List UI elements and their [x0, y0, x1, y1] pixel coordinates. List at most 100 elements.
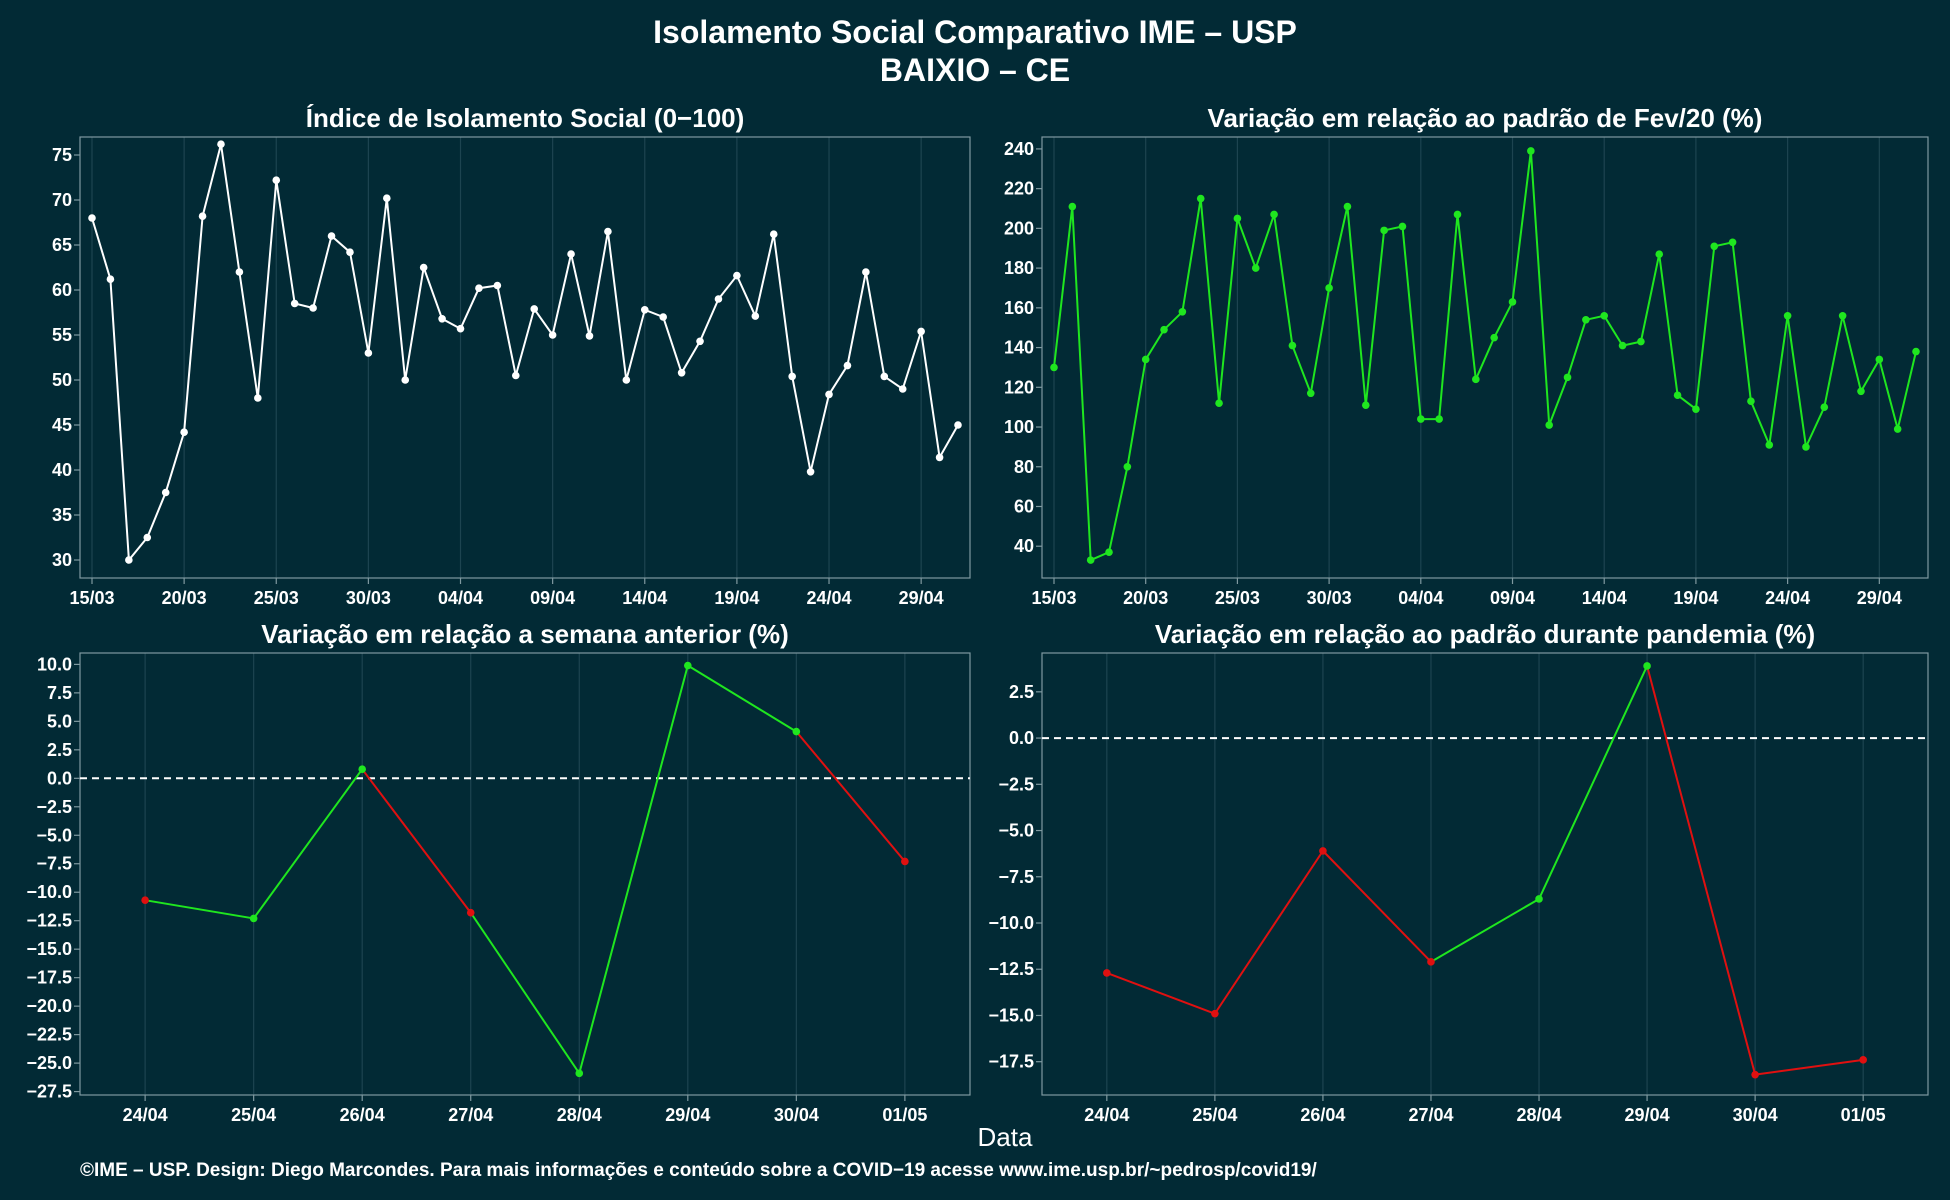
data-point — [1875, 355, 1884, 364]
data-point — [1802, 443, 1810, 451]
data-point — [249, 914, 258, 923]
data-point — [769, 230, 778, 238]
data-point — [1637, 337, 1645, 346]
data-point — [1751, 1070, 1759, 1079]
x-tick-label: 25/04 — [231, 1105, 276, 1125]
series-segment — [578, 665, 689, 1074]
data-point — [1233, 214, 1242, 223]
plot-border — [79, 652, 971, 1096]
y-tick-label: 40 — [1014, 536, 1034, 556]
data-point — [1453, 210, 1462, 219]
y-tick-label: 2.5 — [1009, 682, 1034, 702]
y-tick-label: 70 — [52, 190, 72, 210]
y-tick-label: 60 — [52, 280, 72, 300]
data-point — [898, 385, 907, 393]
data-point — [1859, 1056, 1867, 1064]
data-point — [751, 312, 760, 320]
series-segment — [1646, 665, 1757, 1075]
data-point — [935, 453, 944, 462]
x-tick-label: 30/03 — [1307, 588, 1352, 608]
data-point — [1196, 194, 1205, 203]
x-tick-label: 15/03 — [1031, 588, 1076, 608]
data-point — [530, 305, 539, 313]
series-segment — [1754, 1058, 1864, 1076]
y-tick-label: 160 — [1004, 298, 1034, 318]
y-tick-label: −15.0 — [988, 1005, 1034, 1025]
y-tick-label: −12.5 — [26, 911, 72, 931]
y-tick-label: −2.5 — [36, 797, 72, 817]
series-segment — [252, 768, 364, 920]
y-tick-label: 120 — [1004, 377, 1034, 397]
data-point — [475, 284, 483, 293]
data-point — [567, 250, 575, 258]
y-tick-label: −20.0 — [26, 996, 72, 1016]
y-tick-label: 75 — [52, 145, 72, 165]
data-point — [917, 327, 925, 336]
data-point — [466, 908, 475, 917]
data-point — [1728, 238, 1737, 247]
y-tick-label: 50 — [52, 370, 72, 390]
data-point — [198, 212, 207, 220]
plot-border — [79, 136, 971, 579]
panel-3: Variação em relação a semana anterior (%… — [26, 619, 971, 1125]
data-point — [677, 369, 686, 377]
x-tick-label: 30/04 — [1733, 1105, 1778, 1125]
panel-1: Índice de Isolamento Social (0−100) 30 35 4… — [52, 103, 971, 608]
y-tick-label: 0.0 — [1009, 728, 1034, 748]
y-tick-label: −17.5 — [26, 968, 72, 988]
data-point — [1765, 441, 1774, 449]
series-segment — [1430, 898, 1540, 963]
data-point — [1545, 421, 1553, 429]
y-tick-label: 200 — [1004, 218, 1034, 238]
data-point — [1325, 284, 1333, 292]
x-tick-label: 27/04 — [448, 1105, 493, 1125]
data-point — [364, 349, 373, 357]
data-point — [1427, 958, 1435, 966]
data-point — [1747, 397, 1755, 406]
x-tick-label: 14/04 — [1582, 588, 1627, 608]
y-tick-label: −17.5 — [988, 1052, 1034, 1072]
plot-border — [1041, 652, 1929, 1096]
data-point — [954, 421, 962, 429]
panel-title: Variação em relação ao padrão durante pa… — [1155, 619, 1815, 649]
data-point — [401, 376, 410, 384]
data-point — [696, 337, 704, 346]
data-point — [1857, 387, 1865, 396]
data-point — [383, 194, 391, 202]
data-point — [1215, 399, 1223, 407]
main-title: Isolamento Social Comparativo IME – USP — [653, 14, 1297, 50]
data-point — [217, 140, 225, 148]
data-point — [88, 214, 96, 222]
data-point — [1508, 298, 1517, 306]
series-line — [91, 143, 959, 563]
panel-4: Variação em relação ao padrão durante pa… — [988, 619, 1929, 1125]
data-point — [1673, 391, 1682, 400]
panel-title: Índice de Isolamento Social (0−100) — [306, 103, 745, 133]
data-point — [880, 372, 889, 381]
data-point — [1838, 311, 1847, 320]
data-point — [901, 857, 909, 866]
y-tick-label: −25.0 — [26, 1053, 72, 1073]
data-point — [358, 765, 366, 773]
data-point — [125, 556, 133, 564]
y-tick-label: 0.0 — [47, 768, 72, 788]
y-tick-label: 140 — [1004, 338, 1034, 358]
y-tick-label: −12.5 — [988, 959, 1034, 979]
data-point — [1783, 311, 1792, 320]
data-point — [1618, 341, 1627, 350]
data-point — [1306, 389, 1315, 398]
data-point — [1270, 210, 1278, 219]
y-tick-label: 100 — [1004, 417, 1034, 437]
data-point — [1535, 895, 1543, 903]
panel-title: Variação em relação ao padrão de Fev/20 … — [1208, 103, 1763, 133]
y-tick-label: −10.0 — [26, 882, 72, 902]
data-point — [143, 533, 152, 542]
series-segment — [687, 664, 797, 733]
x-tick-label: 25/03 — [1215, 588, 1260, 608]
y-tick-label: 35 — [52, 505, 72, 525]
data-point — [788, 372, 796, 381]
data-point — [309, 304, 317, 312]
y-tick-label: 220 — [1004, 179, 1034, 199]
data-point — [548, 331, 557, 339]
data-point — [1380, 226, 1388, 235]
